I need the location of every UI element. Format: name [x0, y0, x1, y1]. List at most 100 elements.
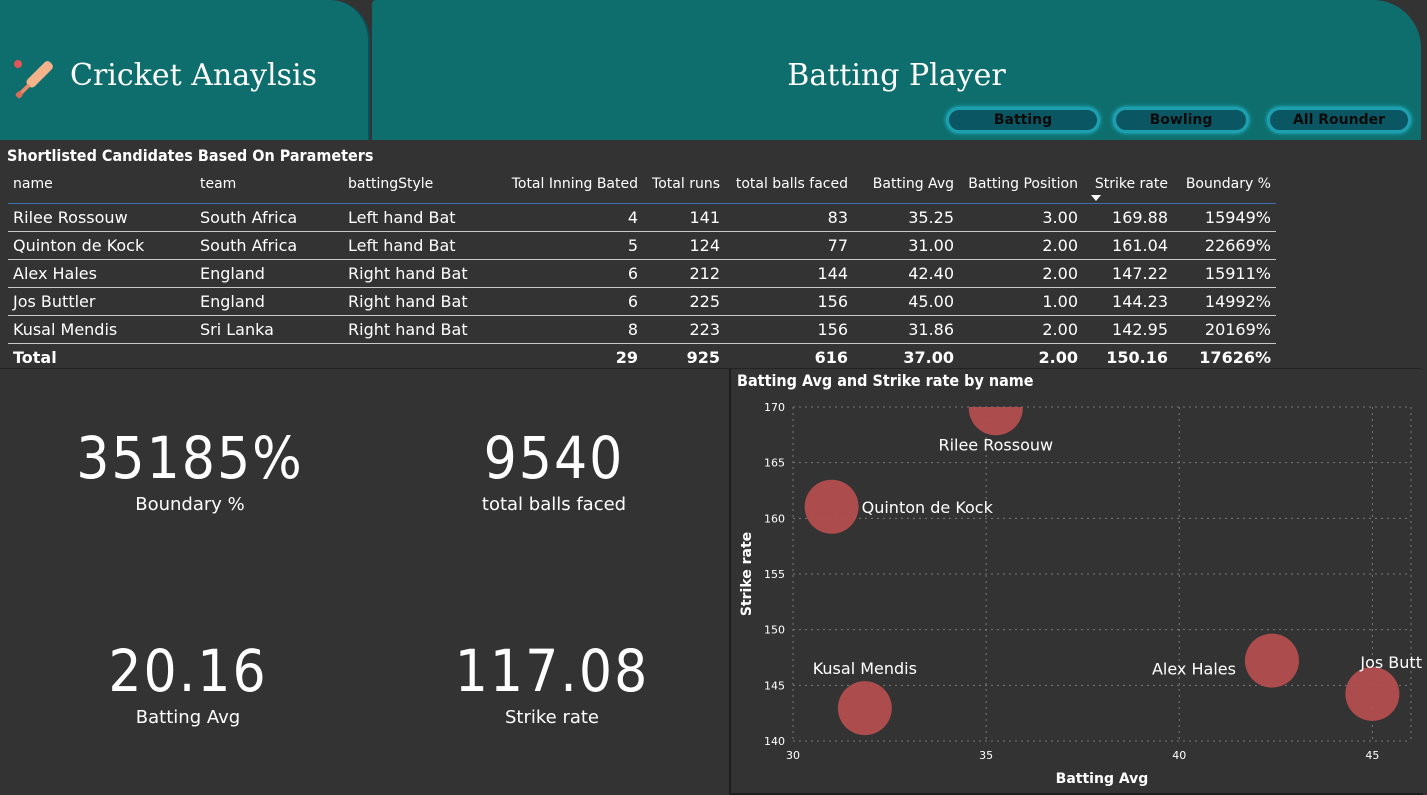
all-rounder-button[interactable]: All Rounder — [1267, 107, 1411, 133]
table-cell: 3.00 — [959, 203, 1083, 232]
table-cell: 20169% — [1173, 315, 1276, 344]
total-cell: 150.16 — [1083, 343, 1173, 371]
table-cell: 2.00 — [959, 231, 1083, 260]
y-tick-label: 160 — [764, 512, 785, 525]
y-tick-label: 170 — [764, 401, 785, 414]
data-point[interactable] — [1345, 666, 1400, 721]
kpi-value: 35185% — [76, 424, 304, 492]
data-point[interactable] — [804, 479, 859, 534]
table-cell: Right hand Bat — [343, 287, 501, 316]
column-header-batting-style[interactable]: battingStyle — [343, 170, 501, 204]
table-cell: 2.00 — [959, 259, 1083, 288]
table-cell: 147.22 — [1083, 259, 1173, 288]
table-cell: 6 — [501, 287, 643, 316]
table-cell: 31.00 — [853, 231, 959, 260]
table-cell: 144 — [725, 259, 853, 288]
table-cell: Quinton de Kock — [8, 231, 195, 260]
table-cell: 15911% — [1173, 259, 1276, 288]
x-axis-label: Batting Avg — [1056, 771, 1149, 787]
table-cell: 169.88 — [1083, 203, 1173, 232]
table-cell: 14992% — [1173, 287, 1276, 316]
table-cell: 8 — [501, 315, 643, 344]
table-cell: Kusal Mendis — [8, 315, 195, 344]
kpi-label: Batting Avg — [135, 707, 241, 728]
candidates-table-panel: Shortlisted Candidates Based On Paramete… — [0, 142, 1421, 371]
column-header-total-inning[interactable]: Total Inning Bated — [501, 170, 643, 204]
chart-title: Batting Avg and Strike rate by name — [737, 371, 1034, 390]
kpi-boundary-pct: 35185% Boundary % — [40, 428, 340, 515]
table-cell: 161.04 — [1083, 231, 1173, 260]
kpi-value: 20.16 — [108, 637, 268, 705]
y-axis-label: Strike rate — [739, 532, 755, 616]
kpi-label: total balls faced — [481, 494, 627, 515]
table-cell: 141 — [643, 203, 725, 232]
kpi-value: 9540 — [483, 424, 625, 492]
table-row[interactable]: Quinton de Kock South Africa Left hand Bat… — [8, 231, 1276, 260]
data-point[interactable] — [1244, 633, 1299, 688]
column-header-name[interactable]: name — [8, 170, 195, 204]
table-cell: 31.86 — [853, 315, 959, 344]
table-cell: 45.00 — [853, 287, 959, 316]
table-cell: Right hand Bat — [343, 259, 501, 288]
data-point[interactable] — [837, 681, 892, 736]
table-header-row: name team battingStyle Total Inning Bate… — [8, 170, 1276, 204]
scatter-chart-panel: Batting Avg and Strike rate by name 140 1… — [729, 369, 1423, 795]
table-cell: 1.00 — [959, 287, 1083, 316]
table-row[interactable]: Rilee Rossouw South Africa Left hand Bat 4 1… — [8, 203, 1276, 232]
table-cell: 223 — [643, 315, 725, 344]
data-point-label: Alex Hales — [1152, 660, 1236, 679]
batting-button[interactable]: Batting — [946, 107, 1100, 133]
kpi-value: 117.08 — [454, 637, 650, 705]
table-cell: 22669% — [1173, 231, 1276, 260]
data-point-label: Jos Buttler — [1359, 653, 1423, 672]
kpi-label: Boundary % — [135, 494, 245, 515]
table-cell: Alex Hales — [8, 259, 195, 288]
column-header-total-runs[interactable]: Total runs — [643, 170, 725, 204]
table-cell: 42.40 — [853, 259, 959, 288]
column-header-batting-position[interactable]: Batting Position — [959, 170, 1083, 204]
y-tick-label: 150 — [764, 624, 785, 637]
cricket-bat-icon — [14, 60, 53, 99]
total-cell: Total — [8, 343, 195, 371]
table-cell: 142.95 — [1083, 315, 1173, 344]
y-tick-label: 145 — [764, 679, 785, 692]
table-cell: 144.23 — [1083, 287, 1173, 316]
column-header-boundary-pct[interactable]: Boundary % — [1173, 170, 1276, 204]
column-header-balls-faced[interactable]: total balls faced — [725, 170, 853, 204]
table-cell: Rilee Rossouw — [8, 203, 195, 232]
table-cell: 83 — [725, 203, 853, 232]
column-header-strike-rate[interactable]: Strike rate — [1083, 170, 1173, 204]
data-point-label: Quinton de Kock — [862, 498, 994, 517]
table-cell: 4 — [501, 203, 643, 232]
table-cell: Sri Lanka — [195, 315, 343, 344]
candidates-table: name team battingStyle Total Inning Bate… — [8, 170, 1276, 371]
y-tick-label: 165 — [764, 457, 785, 470]
x-tick-label: 45 — [1365, 749, 1379, 762]
table-cell: 156 — [725, 315, 853, 344]
data-point[interactable] — [968, 381, 1023, 436]
column-header-team[interactable]: team — [195, 170, 343, 204]
sort-descending-icon — [1091, 195, 1101, 201]
table-cell: 156 — [725, 287, 853, 316]
table-row[interactable]: Jos Buttler England Right hand Bat 6 225 156 4… — [8, 287, 1276, 316]
table-cell: Jos Buttler — [8, 287, 195, 316]
table-cell: 2.00 — [959, 315, 1083, 344]
column-header-batting-avg[interactable]: Batting Avg — [853, 170, 959, 204]
total-cell: 2.00 — [959, 343, 1083, 371]
table-row[interactable]: Kusal Mendis Sri Lanka Right hand Bat 8 223 1… — [8, 315, 1276, 344]
table-cell: 35.25 — [853, 203, 959, 232]
kpi-label: Strike rate — [504, 707, 600, 728]
data-point-label: Kusal Mendis — [813, 659, 917, 678]
table-body: Rilee Rossouw South Africa Left hand Bat 4 1… — [8, 203, 1276, 371]
table-title: Shortlisted Candidates Based On Paramete… — [7, 146, 374, 165]
page-title: Batting Player — [787, 58, 1006, 93]
x-tick-label: 40 — [1172, 749, 1186, 762]
data-point-label: Rilee Rossouw — [938, 435, 1053, 454]
total-cell: 17626% — [1173, 343, 1276, 371]
table-cell: 6 — [501, 259, 643, 288]
table-row[interactable]: Alex Hales England Right hand Bat 6 212 144 42… — [8, 259, 1276, 288]
table-cell: Right hand Bat — [343, 315, 501, 344]
app-title: Cricket Anaylsis — [70, 58, 318, 93]
bowling-button[interactable]: Bowling — [1113, 107, 1249, 133]
kpi-strike-rate: 117.08 Strike rate — [402, 641, 702, 728]
